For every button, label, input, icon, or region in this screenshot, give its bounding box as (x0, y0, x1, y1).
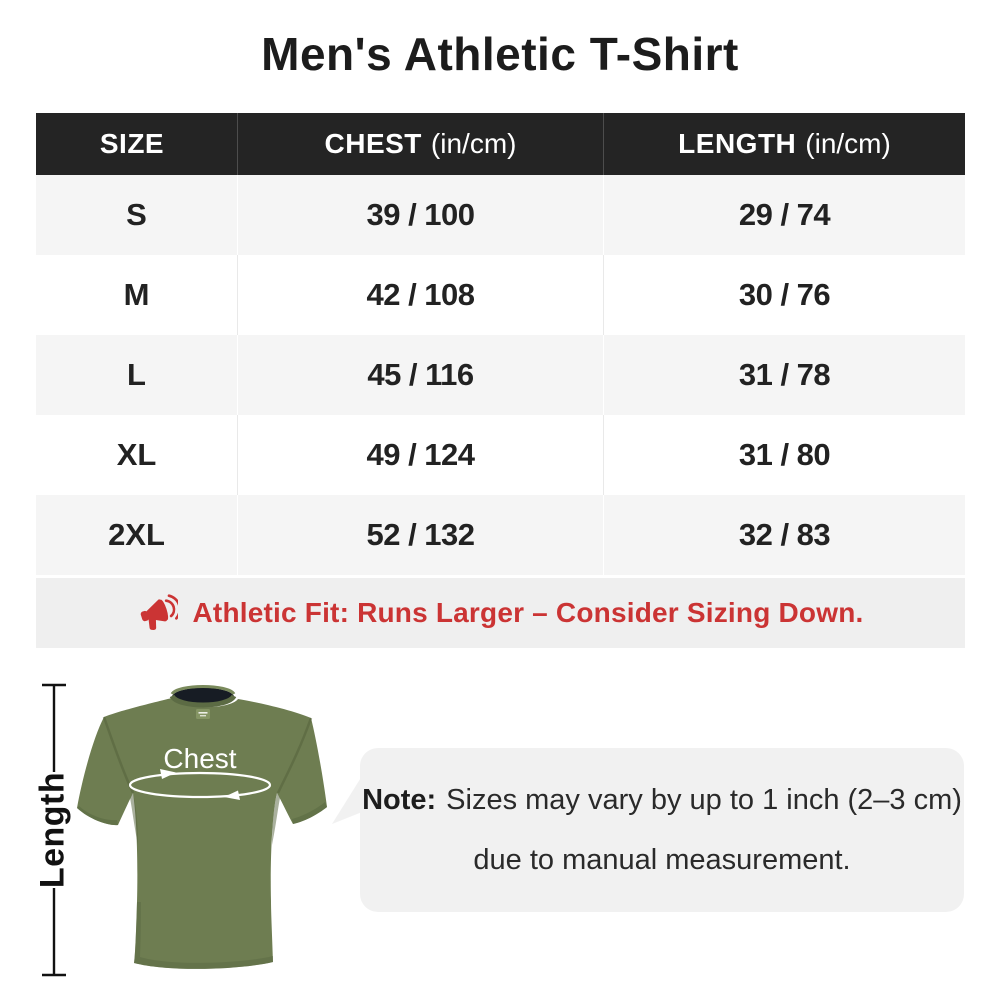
fit-note-banner: Athletic Fit: Runs Larger – Consider Siz… (36, 578, 965, 648)
length-value: 31 / 78 (603, 335, 965, 415)
size-value: XL (116, 437, 157, 472)
chest-value: 52 / 132 (237, 495, 603, 575)
length-value: 29 / 74 (603, 175, 965, 255)
header-length: LENGTH (in/cm) (603, 113, 965, 175)
note-line-1: Note: Sizes may vary by up to 1 inch (2–3… (362, 783, 962, 816)
table-row: L 45 / 116 31 / 78 (36, 335, 965, 415)
length-value: 32 / 83 (603, 495, 965, 575)
length-value: 30 / 76 (603, 255, 965, 335)
tshirt-image: Chest (77, 685, 327, 969)
table-row: M 42 / 108 30 / 76 (36, 255, 965, 335)
table-row: S 39 / 100 29 / 74 (36, 175, 965, 255)
chest-value: 45 / 116 (237, 335, 603, 415)
megaphone-icon (138, 592, 178, 634)
fit-note-text: Athletic Fit: Runs Larger – Consider Siz… (192, 597, 864, 628)
chest-value: 42 / 108 (237, 255, 603, 335)
note-line-2: due to manual measurement. (473, 843, 851, 876)
length-value: 31 / 80 (603, 415, 965, 495)
length-measure-line (42, 683, 66, 977)
note-bubble: Note: Sizes may vary by up to 1 inch (2–3… (360, 748, 964, 912)
page-title: Men's Athletic T-Shirt (261, 28, 739, 80)
chest-label: Chest (163, 743, 236, 774)
header-size: SIZE (99, 128, 165, 159)
header-chest: CHEST (in/cm) (237, 113, 603, 175)
table-row: XL 49 / 124 31 / 80 (36, 415, 965, 495)
chest-value: 39 / 100 (237, 175, 603, 255)
table-header-row: SIZE CHEST (in/cm) LENGTH (in/cm) (36, 113, 965, 175)
size-value: S (126, 197, 147, 232)
size-value: M (123, 277, 150, 312)
table-row: 2XL 52 / 132 32 / 83 (36, 495, 965, 575)
size-value: L (127, 357, 146, 392)
size-value: 2XL (108, 517, 165, 552)
size-chart-table: SIZE CHEST (in/cm) LENGTH (in/cm) S 39 /… (36, 113, 965, 575)
chest-value: 49 / 124 (237, 415, 603, 495)
